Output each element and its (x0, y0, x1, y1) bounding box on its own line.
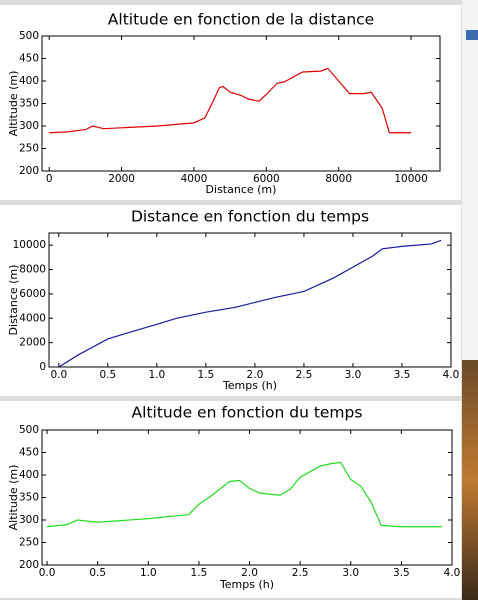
y-tick-label: 450 (19, 447, 39, 459)
y-tick-label: 400 (19, 75, 39, 87)
y-tick-label: 500 (19, 424, 39, 436)
x-tick-label: 0.5 (89, 567, 106, 579)
y-tick-label: 300 (19, 514, 39, 526)
y-tick-label: 10000 (13, 239, 46, 251)
x-tick-label: 2.5 (292, 567, 309, 579)
x-tick-label: 0 (46, 173, 53, 185)
x-tick-label: 3.0 (345, 369, 362, 381)
y-tick-label: 500 (19, 30, 39, 42)
y-tick-label: 200 (19, 559, 39, 571)
y-tick-label: 0 (39, 361, 46, 373)
x-tick-label: 2.0 (247, 369, 264, 381)
x-tick-label: 2.5 (296, 369, 313, 381)
x-axis-label: Distance (m) (206, 183, 277, 196)
x-tick-label: 8000 (325, 173, 352, 185)
x-tick-label: 3.5 (394, 369, 411, 381)
data-line (58, 239, 442, 368)
plot-area (48, 232, 452, 368)
plot-area (41, 429, 453, 566)
x-tick-label: 3.5 (393, 567, 410, 579)
x-tick-label: 4000 (181, 173, 208, 185)
y-tick-label: 350 (19, 492, 39, 504)
y-tick-label: 8000 (19, 264, 46, 276)
x-tick-label: 0.0 (39, 567, 56, 579)
x-tick-label: 0.5 (99, 369, 116, 381)
chart-title: Altitude en fonction du temps (132, 404, 363, 422)
x-tick-label: 1.5 (198, 369, 215, 381)
chart-title: Altitude en fonction de la distance (108, 11, 374, 29)
x-axis-label: Temps (h) (219, 578, 274, 591)
y-axis-label: Altitude (m) (7, 71, 20, 137)
x-tick-label: 1.0 (149, 369, 166, 381)
y-tick-label: 300 (19, 120, 39, 132)
y-tick-label: 250 (19, 143, 39, 155)
y-tick-label: 2000 (19, 337, 46, 349)
data-line (46, 461, 442, 528)
chart-title: Distance en fonction du temps (131, 208, 369, 226)
x-tick-label: 4.0 (443, 369, 460, 381)
x-tick-label: 0.0 (50, 369, 67, 381)
y-axis-label: Distance (m) (7, 265, 20, 336)
side-window-icon (466, 30, 478, 40)
x-tick-label: 10000 (394, 173, 427, 185)
y-tick-label: 350 (19, 98, 39, 110)
x-tick-label: 3.0 (342, 567, 359, 579)
x-tick-label: 1.5 (191, 567, 208, 579)
x-tick-label: 6000 (253, 173, 280, 185)
side-window-image (462, 360, 478, 600)
y-axis-label: Altitude (m) (7, 465, 20, 531)
x-tick-label: 4.0 (444, 567, 461, 579)
x-tick-label: 2000 (108, 173, 135, 185)
x-tick-label: 2.0 (241, 567, 258, 579)
x-tick-label: 1.0 (140, 567, 157, 579)
y-tick-label: 250 (19, 537, 39, 549)
x-axis-label: Temps (h) (222, 379, 277, 392)
y-tick-label: 400 (19, 469, 39, 481)
y-tick-label: 4000 (19, 312, 46, 324)
data-line (49, 67, 412, 134)
side-window (462, 0, 478, 360)
y-tick-label: 200 (19, 165, 39, 177)
y-tick-label: 450 (19, 53, 39, 65)
plot-area (41, 35, 441, 172)
y-tick-label: 6000 (19, 288, 46, 300)
